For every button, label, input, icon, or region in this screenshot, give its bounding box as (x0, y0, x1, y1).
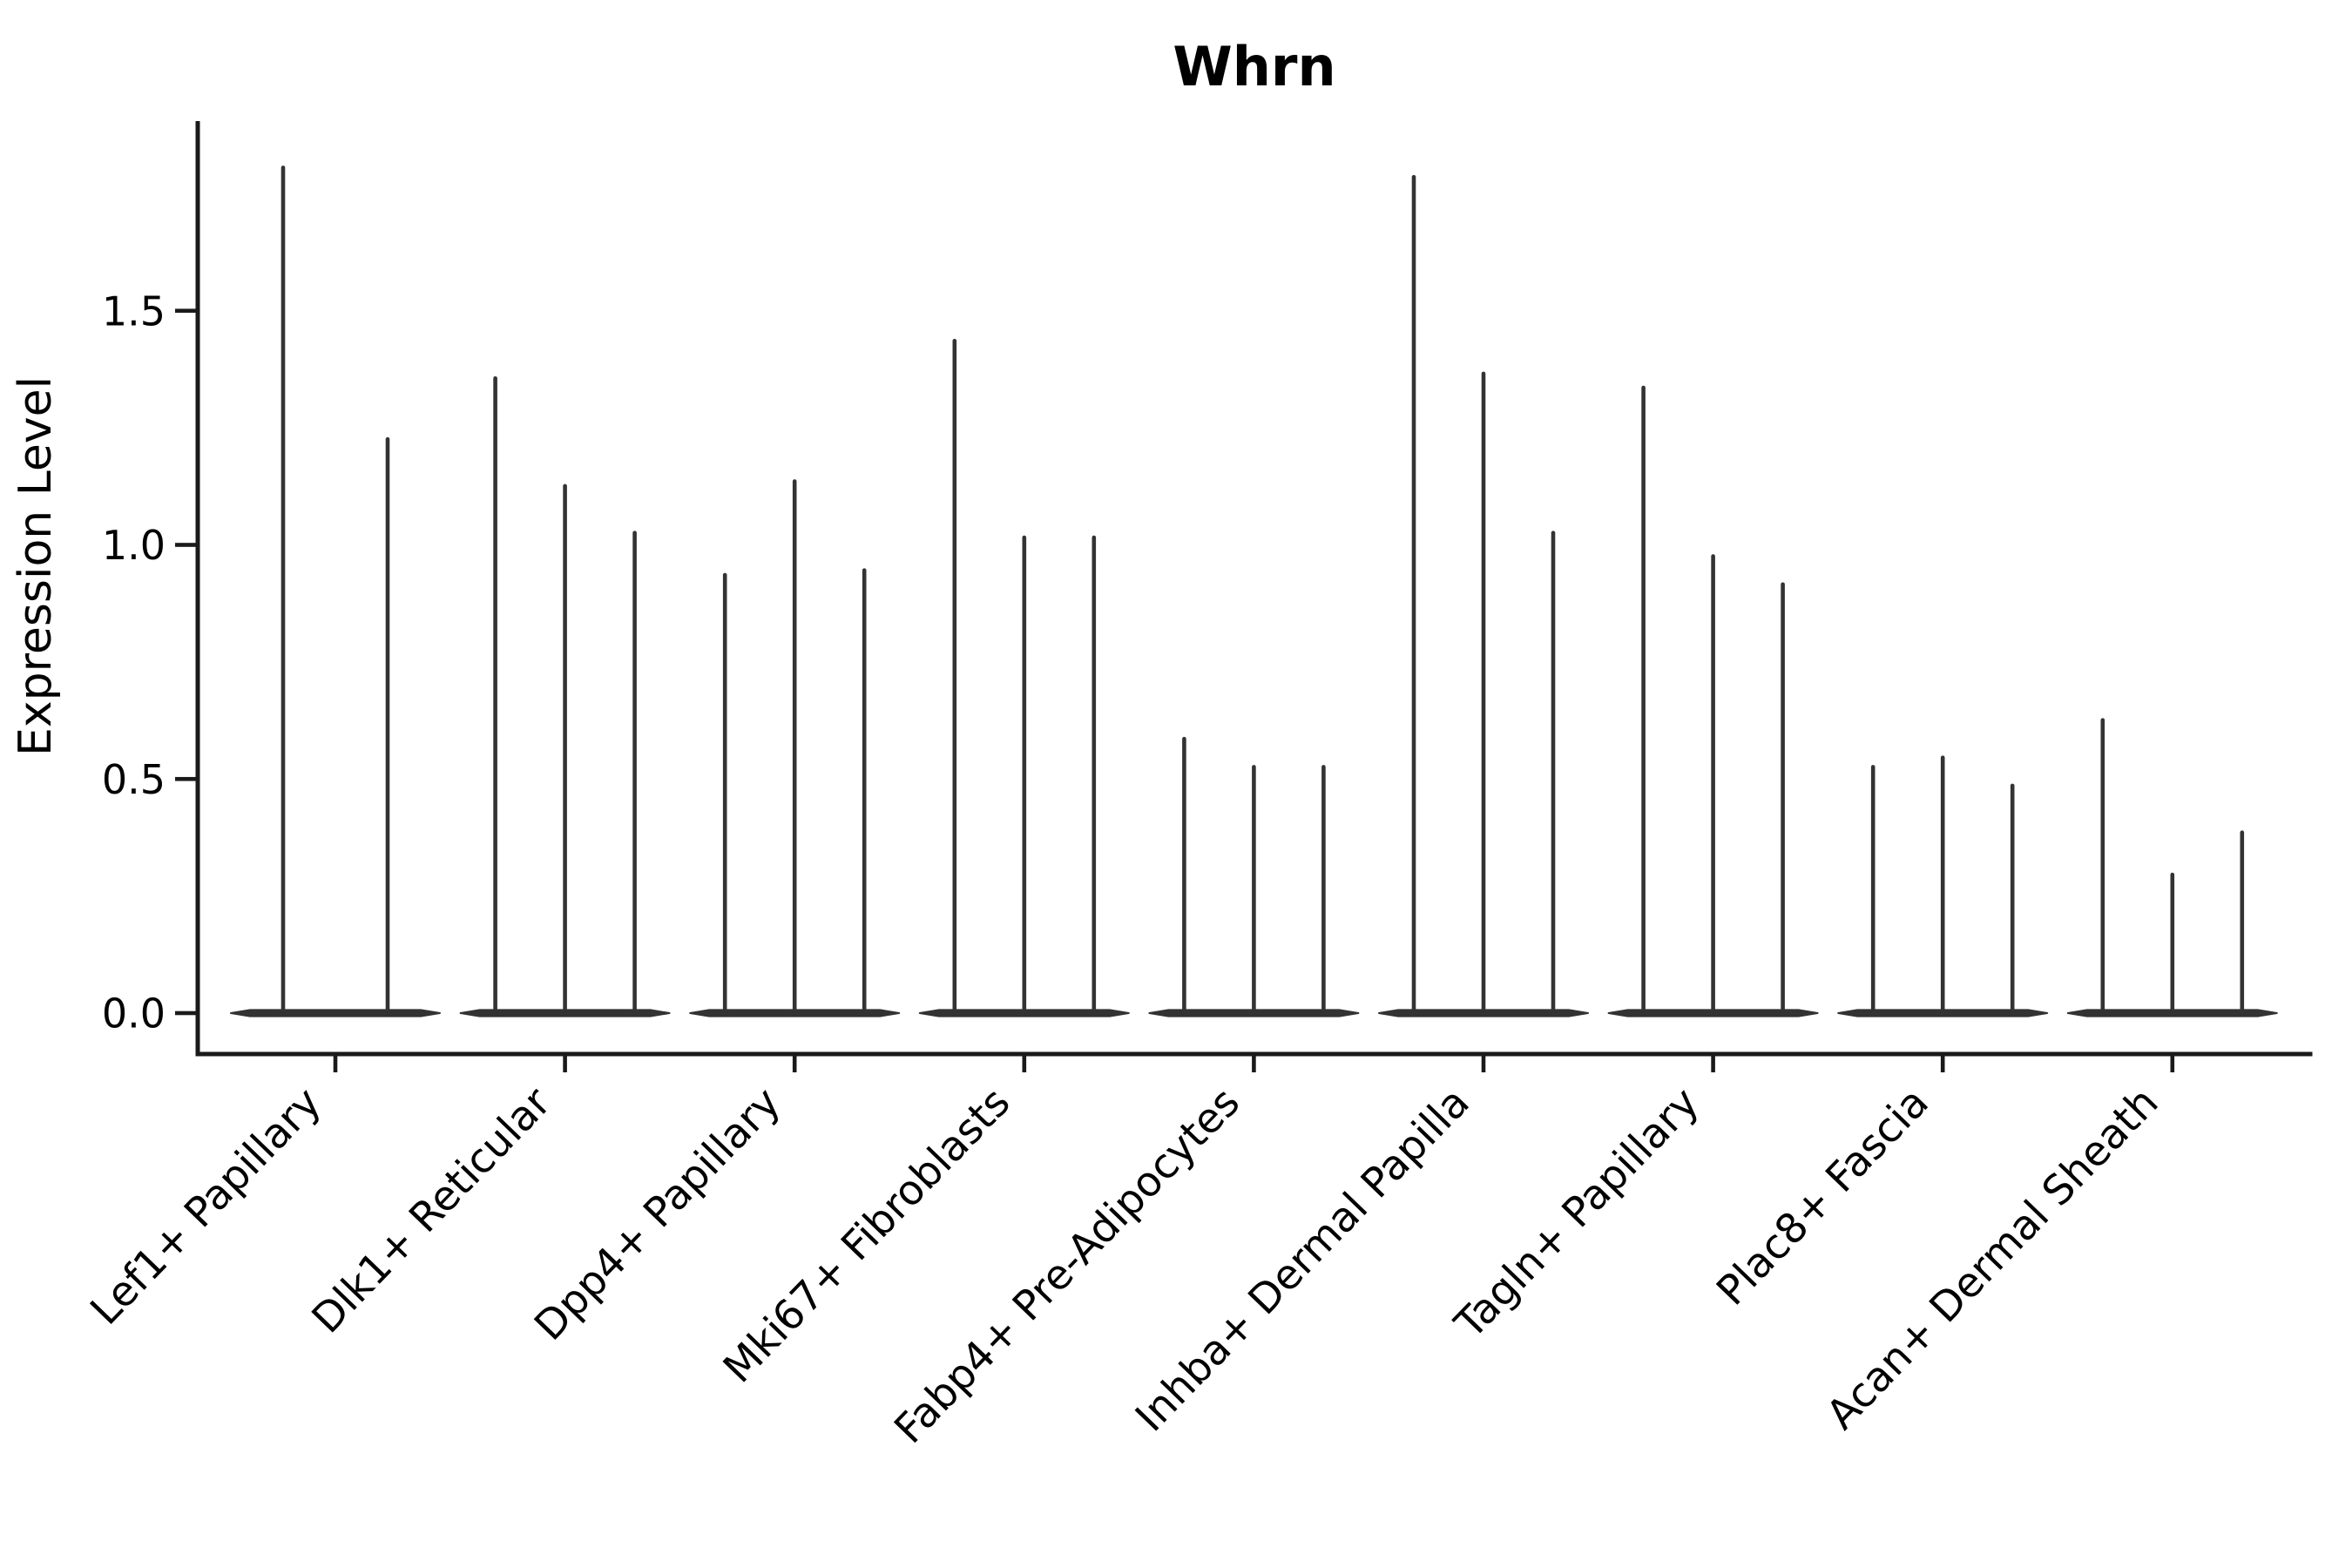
violin-spike (563, 483, 567, 1016)
x-tick-mark (563, 1052, 567, 1072)
violin-spike (1641, 385, 1646, 1016)
violin-spike (1321, 765, 1326, 1016)
x-tick-mark (333, 1052, 338, 1072)
violin-spike (1551, 531, 1556, 1016)
x-tick-mark (1711, 1052, 1715, 1072)
x-tick-mark (792, 1052, 797, 1072)
y-tick-label: 1.5 (102, 287, 166, 335)
y-tick-mark (175, 543, 196, 547)
x-tick-mark (1481, 1052, 1486, 1072)
violin-spike (1252, 765, 1256, 1016)
x-tick-label: Dlk1+ Reticular (303, 1078, 561, 1343)
violin-spike (1940, 755, 1945, 1016)
violin-spike (2100, 718, 2105, 1016)
violin-spike (2170, 872, 2175, 1016)
violin-spike (1411, 174, 1416, 1016)
plot-title: Whrn (1173, 35, 1335, 98)
violin-spike (952, 339, 957, 1016)
y-tick-label: 1.0 (102, 522, 166, 569)
x-tick-label: Dpp4+ Papillary (525, 1078, 790, 1350)
violin-spike (385, 436, 390, 1016)
violin-base (230, 1009, 441, 1017)
y-tick-label: 0.0 (102, 990, 166, 1037)
violin-spike (1182, 736, 1186, 1016)
x-tick-mark (1940, 1052, 1945, 1072)
y-tick-mark (175, 776, 196, 781)
violins-layer (230, 166, 2278, 1017)
x-tick-mark (2170, 1052, 2175, 1072)
violin-spike (722, 572, 727, 1016)
violin-spike (2240, 830, 2245, 1016)
x-tick-label: Lef1+ Papillary (81, 1078, 330, 1335)
y-axis-label: Expression Level (10, 376, 62, 756)
violin-spike (1022, 535, 1027, 1016)
violin-spike (1870, 765, 1876, 1016)
violin-spike (1092, 535, 1097, 1016)
y-tick-label: 0.5 (102, 756, 166, 803)
x-tick-mark (1022, 1052, 1027, 1072)
violin-spike (1711, 554, 1715, 1016)
violin-spike (2010, 783, 2015, 1016)
x-tick-label: Tagln+ Papillary (1445, 1078, 1708, 1348)
violin-spike (1781, 582, 1785, 1016)
x-tick-label: Plac8+ Fascia (1707, 1078, 1938, 1315)
y-tick-mark (175, 1010, 196, 1016)
violin-spike (1481, 371, 1486, 1016)
violin-spike (862, 568, 867, 1016)
x-tick-mark (1252, 1052, 1256, 1072)
violin-spike (792, 479, 797, 1016)
y-axis-ticks: 0.0 0.5 1.0 1.5 (102, 287, 196, 1037)
violin-spike (280, 166, 286, 1016)
violin-spike (632, 531, 637, 1016)
violin-spike (493, 376, 497, 1016)
y-axis-spine (195, 121, 200, 1056)
y-tick-mark (175, 308, 196, 314)
